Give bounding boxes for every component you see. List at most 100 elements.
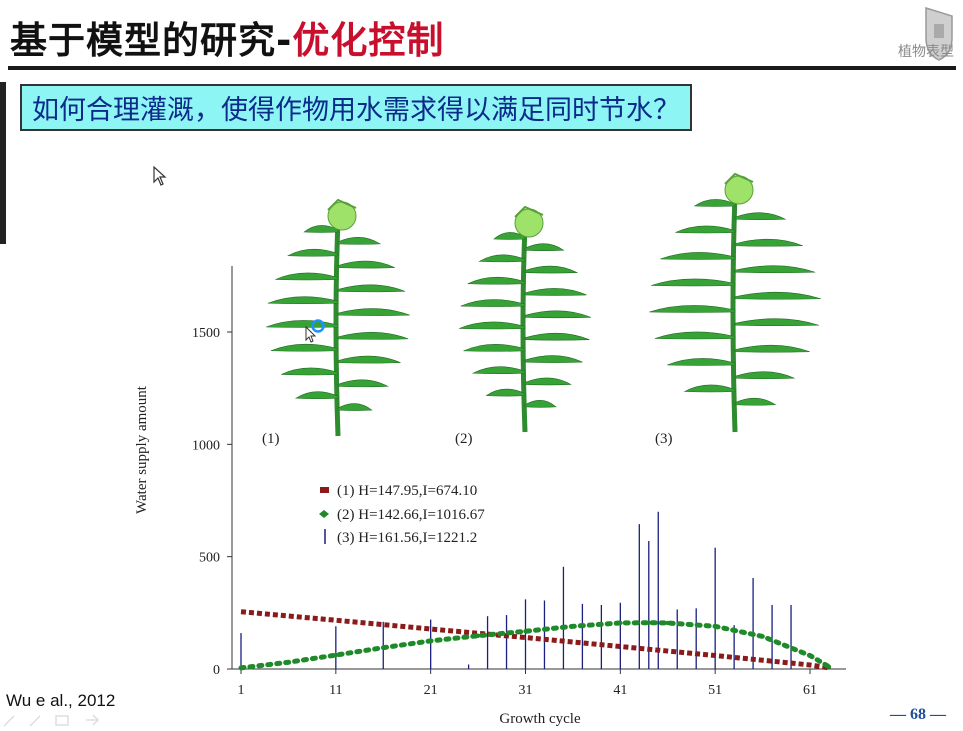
plant-stem <box>520 226 528 433</box>
plant-leaf <box>734 371 795 380</box>
pointer-arrow-icon <box>305 325 317 343</box>
plant-leaf <box>337 379 389 388</box>
data-point-series-2 <box>238 665 244 671</box>
line-series-2 <box>238 620 832 671</box>
plant-leaf <box>524 377 572 386</box>
x-tick-label: 61 <box>803 683 817 698</box>
pen-icon[interactable] <box>3 715 15 727</box>
plant-leaf <box>734 265 816 274</box>
slideshow-toolbar[interactable] <box>0 710 110 730</box>
title-highlight: 优化控制 <box>292 19 445 62</box>
x-tick-label: 51 <box>708 683 722 698</box>
chart-series <box>238 511 832 671</box>
pointer-icon[interactable] <box>29 715 41 727</box>
flower-petals <box>327 198 357 211</box>
plant-leaf <box>267 296 339 305</box>
y-tick-label: 1000 <box>192 438 220 453</box>
plant-leaf <box>270 343 339 352</box>
plant-leaf <box>651 278 736 287</box>
y-tick-label: 0 <box>213 663 220 678</box>
plant-leaf <box>281 367 339 376</box>
university-logo-icon: 植物表型 <box>898 6 954 61</box>
plant-leaf <box>734 318 819 327</box>
x-tick-label: 11 <box>329 683 342 698</box>
legend-label: (1) H=147.95,I=674.10 <box>337 483 477 499</box>
plant-leaf <box>734 238 803 247</box>
plant-leaf <box>683 384 736 393</box>
data-point-series-2 <box>665 620 670 626</box>
data-point-series-2 <box>475 633 481 638</box>
plant-leaf <box>294 391 339 400</box>
plant-leaf <box>275 272 339 281</box>
plant-stem <box>333 219 341 437</box>
plant-leaf <box>524 400 557 408</box>
plant-leaf <box>524 332 590 341</box>
x-axis-title: Growth cycle <box>499 711 581 727</box>
data-point-series-2 <box>333 652 339 658</box>
plant-leaf <box>303 225 339 233</box>
data-point-series-2 <box>381 645 386 650</box>
citation: Wu e al., 2012 <box>6 691 116 710</box>
plant-leaf <box>524 243 565 251</box>
plant-leaf <box>660 252 736 260</box>
data-point-series-2 <box>570 624 576 629</box>
plant-leaf <box>524 355 583 363</box>
data-point-series-2 <box>428 638 433 644</box>
legend-marker-1 <box>320 487 329 493</box>
y-axis-title: Water supply amount <box>134 385 150 514</box>
title-main: 基于模型的研究- <box>10 19 293 62</box>
data-point-series-2 <box>618 620 623 626</box>
sunflower-plant-1 <box>266 198 410 437</box>
x-tick-label: 31 <box>519 683 533 698</box>
plant-label: (2) <box>455 431 473 447</box>
plant-leaf <box>337 403 373 411</box>
data-point-series-2 <box>286 660 291 665</box>
plant-leaf <box>463 344 526 352</box>
plant-leaf <box>478 254 526 263</box>
legend-label: (3) H=161.56,I=1221.2 <box>337 530 477 546</box>
plant-leaf <box>734 344 810 353</box>
data-point-series-2 <box>523 629 528 634</box>
x-tick-label: 1 <box>238 683 245 698</box>
plant-leaf <box>337 332 409 340</box>
plant-leaf <box>287 248 339 257</box>
plant-leaf <box>337 260 395 269</box>
next-arrow-icon[interactable] <box>86 714 100 726</box>
plant-leaf <box>667 358 736 366</box>
question-box: 如何合理灌溉，使得作物用水需求得以满足同时节水？ <box>20 84 692 131</box>
flower-petals <box>724 172 754 185</box>
y-tick-label: 500 <box>199 551 220 566</box>
plant-leaf <box>485 388 526 397</box>
plant-leaf <box>337 237 382 245</box>
plant-leaf <box>337 355 401 364</box>
plant-leaf <box>524 265 579 274</box>
plant-leaf <box>266 320 339 328</box>
plant-leaf <box>337 308 410 316</box>
data-point-series-2 <box>760 634 765 639</box>
plant-label: (1) <box>262 431 280 447</box>
flower-petals <box>514 205 544 218</box>
plant-leaf <box>459 321 526 330</box>
data-point-series-2 <box>646 620 651 625</box>
plant-leaf <box>654 331 736 340</box>
data-point-series-2 <box>826 664 832 669</box>
left-edge-bar <box>0 82 6 244</box>
page-number: — 68 — <box>890 706 946 723</box>
data-point-series-2 <box>712 624 718 629</box>
plant-leaf <box>734 397 777 406</box>
x-tick-label: 41 <box>613 683 627 698</box>
logo-text: 植物表型 <box>898 44 954 60</box>
legend-marker-2 <box>319 510 329 518</box>
pointer-ring-icon <box>311 319 325 333</box>
menu-icon[interactable] <box>55 715 69 726</box>
plant-leaf <box>493 232 526 240</box>
plant-leaf <box>524 288 587 296</box>
plant-leaf <box>693 199 736 207</box>
plant-leaf <box>471 366 526 375</box>
plant-leaf <box>734 291 821 300</box>
sunflower-plant-2 <box>459 205 591 433</box>
y-tick-label: 1500 <box>192 326 220 341</box>
sunflower-plant-3 <box>649 172 821 433</box>
data-point-series-2 <box>807 653 813 658</box>
